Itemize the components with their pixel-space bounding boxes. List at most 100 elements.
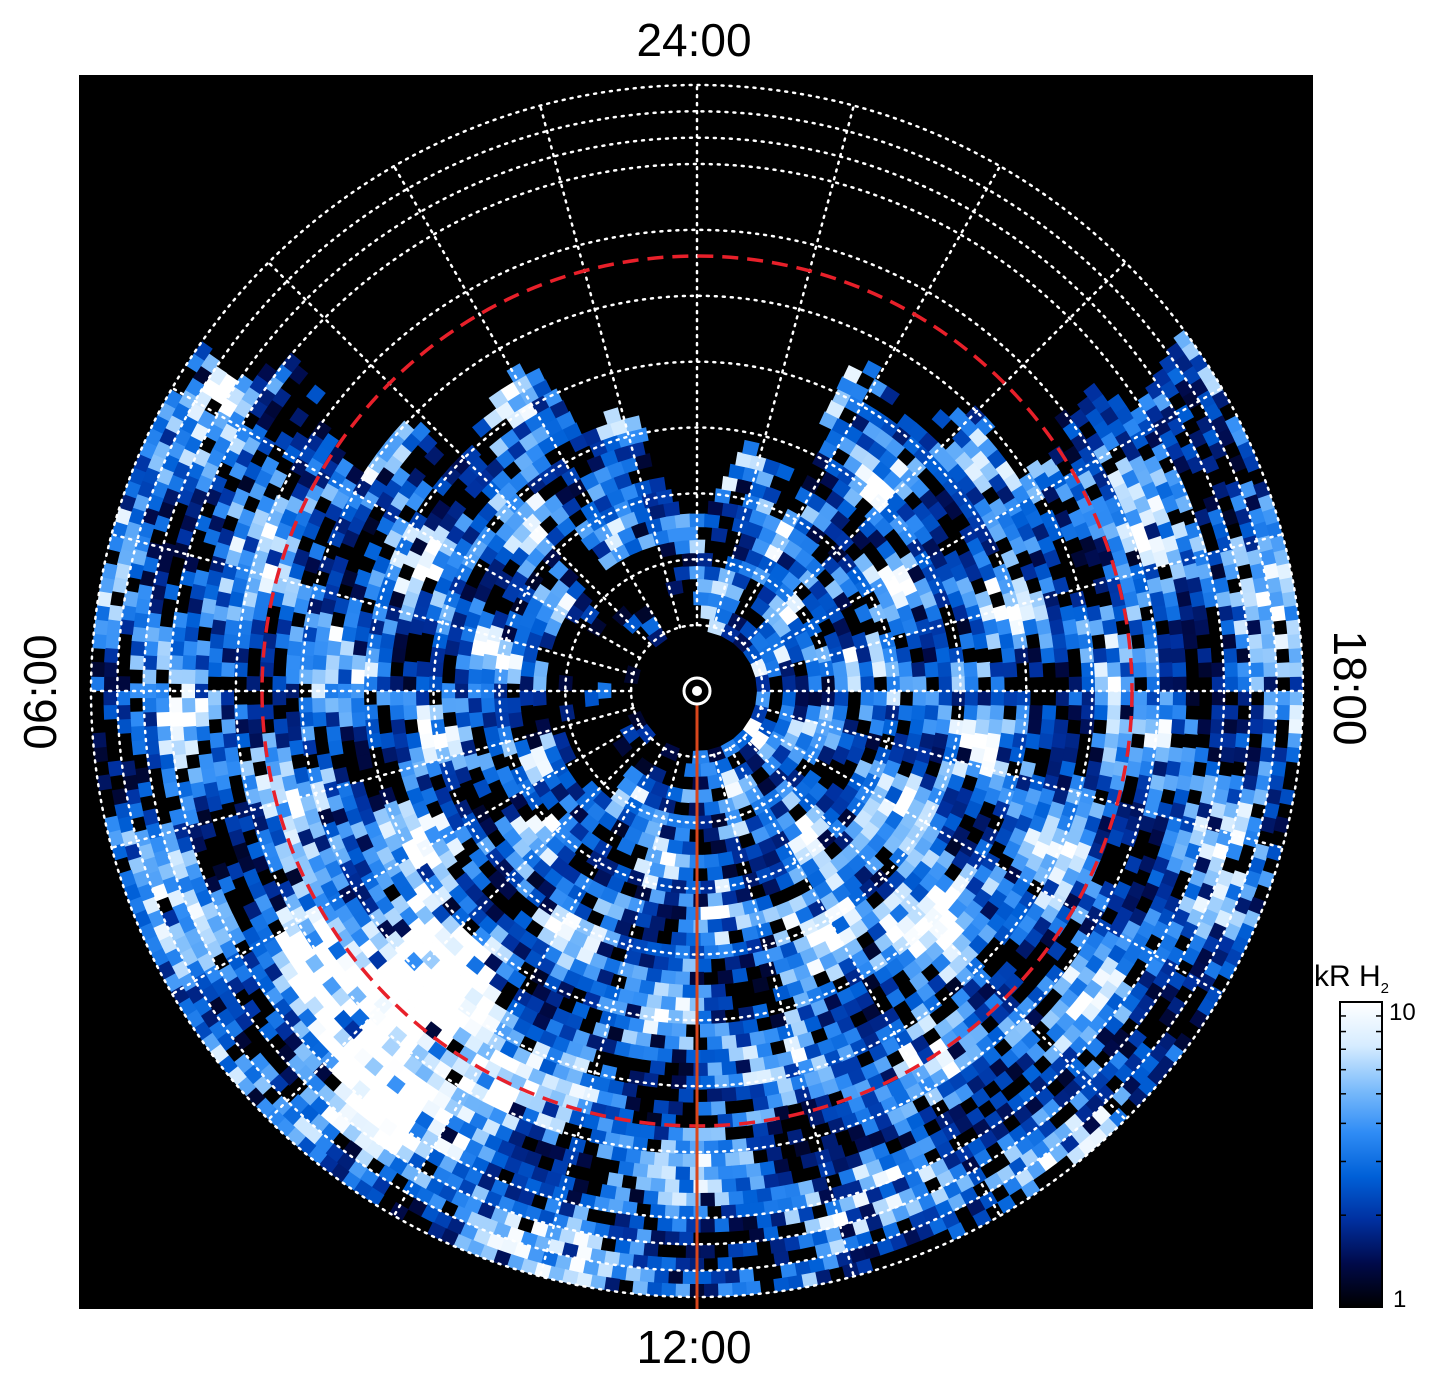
emission-cell <box>565 579 586 600</box>
emission-cell <box>869 646 886 664</box>
emission-cell <box>352 639 368 656</box>
emission-cell <box>745 521 764 539</box>
emission-cell <box>765 631 786 652</box>
emission-cell <box>463 752 481 771</box>
emission-cell <box>724 955 742 972</box>
emission-cell <box>207 690 222 706</box>
emission-cell <box>473 583 492 603</box>
emission-cell <box>586 454 606 473</box>
emission-cell <box>727 1217 744 1232</box>
emission-cell <box>106 618 122 635</box>
emission-cell <box>183 625 199 642</box>
emission-cell <box>919 732 936 751</box>
emission-cell <box>324 668 339 684</box>
emission-cell <box>710 1270 726 1285</box>
emission-cell <box>486 557 506 578</box>
emission-cell <box>468 653 484 670</box>
emission-cell <box>1064 633 1081 650</box>
emission-cell <box>720 890 738 907</box>
emission-cell <box>977 691 992 707</box>
emission-cell <box>781 691 797 708</box>
emission-cell <box>467 596 486 616</box>
emission-cell <box>473 624 491 643</box>
emission-cell <box>681 526 698 541</box>
emission-cell <box>596 1143 614 1160</box>
emission-cell <box>1104 733 1120 750</box>
emission-cell <box>703 827 720 843</box>
emission-cell <box>911 705 927 722</box>
emission-cell <box>1107 676 1122 692</box>
emission-cell <box>937 704 953 721</box>
emission-cell <box>706 892 724 908</box>
emission-cell <box>653 1269 669 1284</box>
emission-cell <box>706 746 727 764</box>
emission-cell <box>742 439 760 457</box>
emission-cell <box>195 640 211 656</box>
emission-cell <box>103 690 118 706</box>
emission-cell <box>94 604 110 622</box>
emission-cell <box>1198 662 1213 678</box>
emission-cell <box>798 792 819 813</box>
emission-cell <box>882 759 901 779</box>
emission-cell <box>338 711 353 728</box>
emission-cell <box>851 732 869 751</box>
emission-cell <box>182 725 198 742</box>
emission-cell <box>1133 662 1148 678</box>
emission-cell <box>389 704 405 721</box>
emission-cell <box>963 661 979 678</box>
emission-cell <box>667 1153 683 1168</box>
emission-cell <box>817 745 837 766</box>
emission-cell <box>446 738 464 757</box>
emission-cell <box>1081 676 1096 692</box>
emission-cell <box>642 1190 659 1206</box>
emission-cell <box>630 521 650 539</box>
emission-cell <box>728 1190 744 1206</box>
emission-cell <box>700 604 719 621</box>
emission-cell <box>1133 691 1148 706</box>
emission-cell <box>834 531 855 552</box>
emission-cell <box>1289 676 1303 692</box>
emission-cell <box>1079 647 1095 664</box>
emission-cell <box>525 491 546 512</box>
emission-cell <box>787 617 808 638</box>
emission-cell <box>727 1047 745 1063</box>
emission-cell <box>470 638 487 657</box>
emission-cell <box>1172 676 1187 692</box>
emission-cell <box>525 814 546 835</box>
emission-cell <box>649 1033 666 1050</box>
emission-cell <box>248 632 264 649</box>
emission-cell <box>990 691 1005 707</box>
emission-cell <box>612 892 632 910</box>
emission-cell <box>1159 676 1174 692</box>
emission-cell <box>552 731 571 751</box>
emission-cell <box>912 676 927 692</box>
emission-cell <box>663 1035 680 1051</box>
emission-cell <box>720 1087 737 1102</box>
emission-cell <box>696 1270 712 1285</box>
emission-cell <box>572 591 593 613</box>
colorbar-gradient <box>1339 1001 1383 1308</box>
emission-cell <box>674 945 690 960</box>
emission-cell <box>364 646 380 664</box>
emission-cell <box>671 1192 687 1207</box>
emission-cell <box>1172 705 1187 721</box>
emission-cell <box>637 532 657 551</box>
emission-cell <box>692 1062 708 1077</box>
emission-cell <box>937 661 953 678</box>
emission-cell <box>699 932 716 947</box>
emission-cell <box>732 729 754 751</box>
emission-cell <box>671 1075 687 1090</box>
emission-cell <box>650 808 670 827</box>
emission-cell <box>1222 732 1237 749</box>
emission-cell <box>769 1211 787 1228</box>
emission-cell <box>704 513 721 529</box>
emission-cell <box>757 808 778 828</box>
emission-cell <box>734 887 753 904</box>
emission-cell <box>749 631 771 652</box>
emission-cell <box>744 785 765 805</box>
emission-cell <box>455 653 471 671</box>
emission-cell <box>478 816 498 837</box>
emission-cell <box>832 660 848 678</box>
emission-cell <box>1244 760 1261 778</box>
emission-cell <box>532 690 547 707</box>
